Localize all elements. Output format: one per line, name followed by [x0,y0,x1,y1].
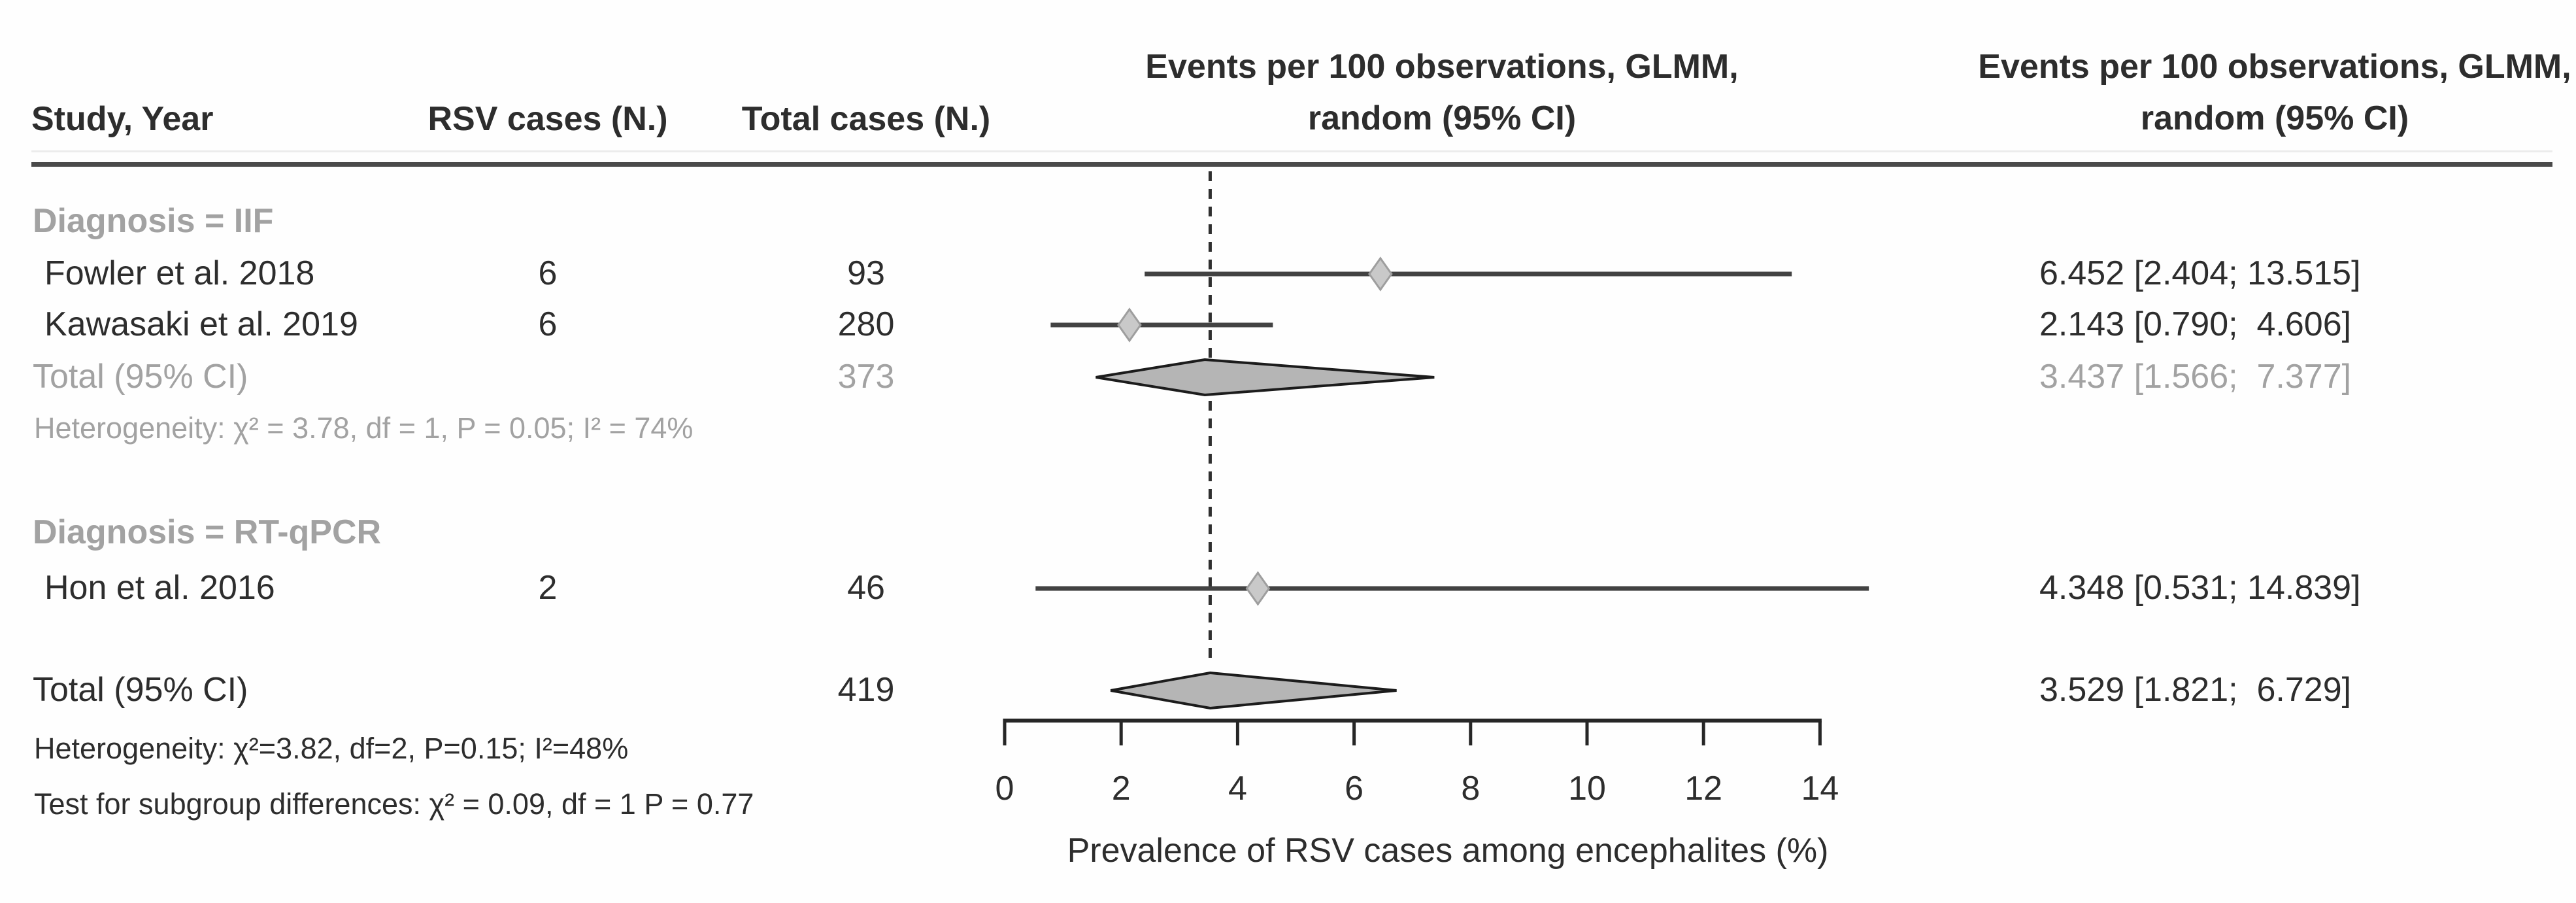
x-axis-tick-label-10: 10 [1568,770,1606,808]
pooled-diamond-iif_total [1096,358,1435,397]
overall-effect-ci: 3.529 [1.821; 6.729] [2039,671,2352,709]
rsv-cases-value: 6 [538,254,558,293]
heterogeneity-note-iif: Heterogeneity: χ² = 3.78, df = 1, P = 0.… [34,411,694,445]
subgroup-difference-note: Test for subgroup differences: χ² = 0.09… [34,787,754,821]
x-axis-tick-label-8: 8 [1461,770,1480,808]
column-header-values-line1: Events per 100 observations, GLMM, [1978,48,2571,86]
subtotal-effect-ci: 3.437 [1.566; 7.377] [2039,358,2352,396]
section-label-rtqpcr: Diagnosis = RT-qPCR [33,513,382,552]
point-estimate-marker-fowler [1368,256,1393,292]
subtotal-label: Total (95% CI) [33,358,248,396]
x-axis-tick-label-4: 4 [1228,770,1247,808]
total-cases-value: 280 [837,305,895,344]
effect-ci-value: 6.452 [2.404; 13.515] [2039,254,2361,293]
effect-ci-value: 2.143 [0.790; 4.606] [2039,305,2352,344]
overall-total-cases: 419 [837,671,895,709]
subtotal-total-cases: 373 [837,358,895,396]
x-axis-tick-label-0: 0 [995,770,1014,808]
pooled-diamond-overall_total [1110,671,1397,710]
rsv-cases-value: 2 [538,569,558,607]
effect-ci-value: 4.348 [0.531; 14.839] [2039,569,2361,607]
study-name: Hon et al. 2016 [44,569,275,607]
x-axis-tick-label-6: 6 [1345,770,1363,808]
overall-total-label: Total (95% CI) [33,671,248,709]
column-header-rsv-cases: RSV cases (N.) [427,100,668,139]
column-header-plot-line2: random (95% CI) [1307,99,1577,138]
x-axis-tick-label-2: 2 [1112,770,1131,808]
section-label-iif: Diagnosis = IIF [33,202,274,241]
point-estimate-marker-hon [1245,571,1271,606]
column-header-study-year: Study, Year [31,100,214,139]
x-axis-title: Prevalence of RSV cases among encephalit… [1067,832,1829,870]
header-light-divider [31,150,2552,152]
column-header-plot-line1: Events per 100 observations, GLMM, [1145,48,1739,86]
column-header-total-cases: Total cases (N.) [741,100,991,139]
study-name: Fowler et al. 2018 [44,254,315,293]
x-axis-tick-label-12: 12 [1684,770,1722,808]
column-header-values-line2: random (95% CI) [2140,99,2409,138]
total-cases-value: 93 [847,254,885,293]
study-name: Kawasaki et al. 2019 [44,305,358,344]
point-estimate-marker-kawasaki [1117,307,1142,343]
rsv-cases-value: 6 [538,305,558,344]
heterogeneity-note-overall: Heterogeneity: χ²=3.82, df=2, P=0.15; I²… [34,732,629,766]
x-axis-tick-label-14: 14 [1801,770,1839,808]
header-rule [31,162,2552,167]
total-cases-value: 46 [847,569,885,607]
